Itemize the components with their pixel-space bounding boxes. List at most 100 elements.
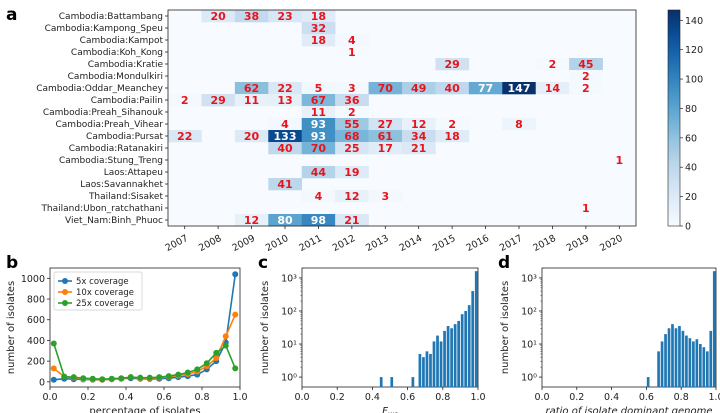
series-point	[222, 333, 229, 340]
series-point	[213, 349, 220, 356]
series-point	[156, 374, 163, 381]
histogram-bar	[688, 338, 692, 387]
heatmap-cell	[234, 130, 269, 143]
row-label: Cambodia:Preah_Vihear	[56, 120, 164, 130]
heatmap-cell	[335, 46, 369, 59]
histogram-panel-d: 0.0 0.2 0.4 0.6 0.8 1.0 10⁰ 10¹ 10² 10³ number of …	[500, 267, 720, 413]
histogram-bar	[450, 328, 453, 387]
heatmap-cell	[569, 82, 603, 95]
heatmap-cell-label: 61	[378, 130, 393, 143]
x-axis-label-sub: ws	[388, 410, 398, 413]
series-point	[118, 375, 125, 382]
heatmap-cell-label: 27	[378, 118, 393, 131]
series-point	[61, 373, 68, 380]
heatmap-cell-label: 2	[348, 106, 356, 119]
series-point	[232, 365, 239, 372]
heatmap-cell-label: 8	[515, 118, 523, 131]
y-tick-label: 10⁰	[521, 373, 537, 384]
heatmap-cell-label: 133	[274, 130, 297, 143]
heatmap-cell	[301, 82, 336, 95]
heatmap-cell-label: 2	[582, 82, 590, 95]
heatmap-cell-label: 40	[444, 82, 460, 95]
series-point	[213, 355, 220, 362]
row-label: Cambodia:Kampot	[80, 36, 164, 46]
heatmap-cell	[435, 58, 470, 71]
heatmap-cell	[168, 130, 202, 143]
histogram-bar	[457, 320, 460, 387]
heatmap-cell-label: 21	[411, 142, 426, 155]
heatmap-cell-label: 19	[344, 166, 359, 179]
histogram-bar	[467, 305, 471, 387]
heatmap-cell-label: 44	[311, 166, 327, 179]
heatmap-cell-label: 4	[315, 190, 323, 203]
series-point	[203, 360, 210, 367]
colorbar-bar	[667, 9, 681, 227]
heatmap-cell-label: 93	[311, 118, 326, 131]
series-point	[89, 375, 96, 382]
heatmap-cell	[301, 190, 336, 203]
legend-box	[53, 271, 143, 311]
heatmap-cell	[268, 214, 303, 227]
colorbar-tick-label: 40	[685, 163, 697, 174]
y-tick-label: 10²	[281, 306, 297, 317]
heatmap-cell-label: 3	[381, 190, 389, 203]
heatmap-cell	[535, 58, 570, 71]
column-label: 2009	[230, 233, 257, 254]
histogram-bar	[439, 341, 443, 387]
heatmap-cell-label: 14	[545, 82, 561, 95]
heatmap-cell	[535, 82, 570, 95]
heatmap-cell	[569, 70, 603, 83]
column-label: 2007	[164, 233, 191, 254]
column-label: 2013	[364, 233, 391, 254]
heatmap-cell	[368, 82, 403, 95]
heatmap-cell	[335, 166, 369, 179]
colorbar-tick-label: 0	[685, 222, 691, 233]
heatmap-cell-label: 18	[311, 10, 326, 23]
column-label: 2012	[331, 233, 358, 254]
colorbar-tick-label: 140	[685, 16, 703, 27]
x-tick-label: 1.0	[470, 392, 485, 403]
x-tick-label: 0.2	[569, 392, 584, 403]
y-axis-label: number of isolates	[500, 281, 511, 374]
heatmap-cell	[468, 82, 503, 95]
histogram-bar	[474, 271, 478, 387]
histogram-bar	[674, 328, 678, 387]
heatmap-cell	[268, 10, 303, 23]
y-tick-label: 10²	[521, 306, 537, 317]
y-tick-label: 400	[27, 336, 45, 347]
heatmap-cell	[301, 94, 336, 107]
x-tick-label: 0.6	[400, 392, 415, 403]
heatmap-cell-label: 11	[244, 94, 259, 107]
heatmap-cell-label: 25	[344, 142, 359, 155]
heatmap-cell-label: 4	[281, 118, 289, 131]
heatmap-cell	[335, 34, 369, 47]
y-tick-label: 10¹	[521, 340, 537, 351]
column-label: 2019	[565, 233, 592, 254]
row-label: Cambodia:Ratanakiri	[69, 144, 163, 154]
heatmap-cell-label: 13	[277, 94, 292, 107]
x-axis-label-main: ratio of isolate dominant genome	[545, 406, 712, 413]
y-tick-label: 10³	[281, 273, 297, 284]
heatmap-cell-label: 29	[210, 94, 225, 107]
heatmap-cell	[168, 94, 202, 107]
series-point	[184, 369, 191, 376]
heatmap-cell-label: 18	[311, 34, 326, 47]
series-point	[50, 376, 57, 383]
histogram-bar	[664, 334, 667, 387]
x-tick-label: 0.0	[534, 392, 549, 403]
heatmap-cell	[234, 214, 269, 227]
colorbar-tick-label: 120	[685, 45, 703, 56]
legend-entry: 25x coverage	[76, 299, 134, 309]
heatmap-cell-label: 40	[277, 142, 293, 155]
heatmap-cell	[301, 34, 336, 47]
heatmap-cell-label: 2	[582, 70, 590, 83]
legend-entry: 5x coverage	[76, 277, 129, 287]
row-label: Cambodia:Stung_Treng	[59, 156, 163, 166]
histogram-bar	[429, 353, 432, 387]
legend-entry: 10x coverage	[76, 288, 134, 298]
column-label: 2018	[531, 233, 558, 254]
histogram-bar	[712, 271, 716, 387]
heatmap-cell	[268, 178, 303, 191]
heatmap-cell-label: 32	[311, 22, 326, 35]
column-label: 2017	[498, 233, 525, 254]
